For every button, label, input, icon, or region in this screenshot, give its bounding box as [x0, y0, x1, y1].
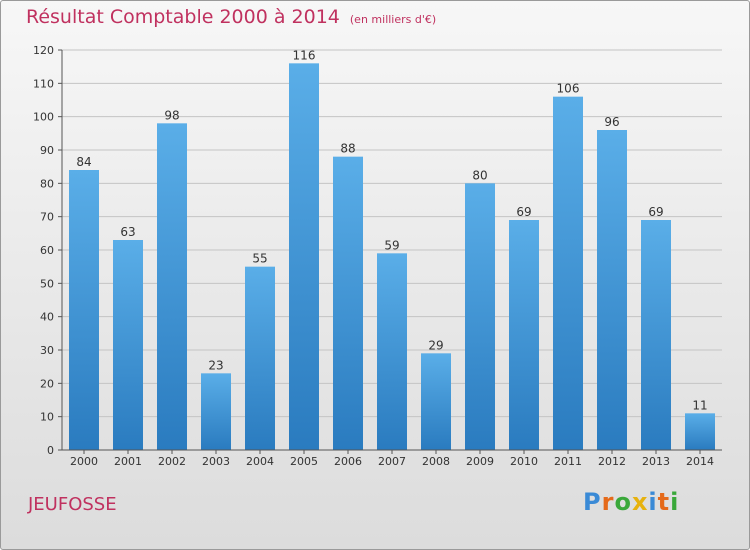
logo-letter: i — [670, 488, 680, 516]
logo-letter: x — [631, 488, 649, 516]
bar-value-label: 96 — [604, 115, 619, 129]
x-tick-label: 2000 — [70, 455, 98, 468]
bar-value-label: 29 — [428, 338, 443, 352]
x-tick-label: 2008 — [422, 455, 450, 468]
x-tick-label: 2001 — [114, 455, 142, 468]
logo-letter: P — [583, 488, 602, 516]
bar-2003 — [201, 373, 231, 450]
x-tick-label: 2003 — [202, 455, 230, 468]
x-tick-label: 2005 — [290, 455, 318, 468]
bar-2013 — [641, 220, 671, 450]
bar-2011 — [553, 96, 583, 451]
y-tick-label: 120 — [33, 44, 54, 57]
bar-value-label: 59 — [384, 238, 399, 252]
bar-2004 — [245, 266, 275, 450]
axes: 0 10 20 30 40 50 60 70 80 90 100 110 120 2000 2001 2002… — [33, 44, 722, 468]
bar-2001 — [113, 240, 143, 450]
x-tick-label: 2012 — [598, 455, 626, 468]
y-tick-label: 50 — [40, 277, 54, 290]
y-tick-label: 60 — [40, 244, 54, 257]
bar-value-label: 88 — [340, 142, 355, 156]
commune-name: JEUFOSSE — [28, 494, 117, 515]
x-tick-label: 2013 — [642, 455, 670, 468]
y-tick-label: 110 — [33, 77, 54, 90]
bars: 84 63 98 23 55 116 88 59 29 80 69 106 96 69 11 — [69, 48, 715, 451]
bar-value-label: 69 — [648, 205, 663, 219]
bar-value-label: 80 — [472, 168, 487, 182]
bar-2007 — [377, 253, 407, 450]
y-tick-label: 0 — [47, 444, 54, 457]
bar-2008 — [421, 353, 451, 450]
logo-letter: o — [614, 488, 632, 516]
bar-2014 — [685, 413, 715, 450]
y-tick-label: 80 — [40, 177, 54, 190]
bar-value-label: 84 — [76, 155, 91, 169]
y-tick-label: 20 — [40, 377, 54, 390]
bar-value-label: 63 — [120, 225, 135, 239]
y-tick-label: 30 — [40, 344, 54, 357]
bar-2009 — [465, 183, 495, 451]
x-tick-label: 2010 — [510, 455, 538, 468]
bar-value-label: 11 — [692, 398, 707, 412]
bar-2012 — [597, 130, 627, 450]
x-tick-label: 2004 — [246, 455, 274, 468]
bar-2006 — [333, 156, 363, 450]
y-tick-label: 70 — [40, 211, 54, 224]
bar-2000 — [69, 170, 99, 450]
chart-title: Résultat Comptable 2000 à 2014 (en millie… — [26, 6, 436, 28]
bar-value-label: 116 — [293, 48, 316, 62]
logo-letter: i — [648, 488, 658, 516]
bar-2005 — [289, 63, 319, 450]
logo-letter: t — [657, 488, 671, 516]
x-tick-label: 2002 — [158, 455, 186, 468]
bar-value-label: 98 — [164, 108, 179, 122]
bar-2010 — [509, 220, 539, 450]
bar-value-label: 55 — [252, 252, 267, 266]
logo-letter: r — [601, 488, 615, 516]
x-tick-label: 2006 — [334, 455, 362, 468]
y-tick-label: 10 — [40, 411, 54, 424]
bar-value-label: 23 — [208, 358, 223, 372]
proxiti-logo: Proxiti — [583, 488, 679, 516]
bar-value-label: 106 — [557, 82, 580, 96]
y-tick-label: 90 — [40, 144, 54, 157]
y-tick-label: 40 — [40, 311, 54, 324]
x-tick-label: 2014 — [686, 455, 714, 468]
x-tick-label: 2011 — [554, 455, 582, 468]
bar-2002 — [157, 123, 187, 450]
y-tick-label: 100 — [33, 111, 54, 124]
x-tick-label: 2009 — [466, 455, 494, 468]
x-tick-label: 2007 — [378, 455, 406, 468]
chart-unit-subtitle: (en milliers d'€) — [349, 13, 437, 26]
bar-value-label: 69 — [516, 205, 531, 219]
chart-title-text: Résultat Comptable 2000 à 2014 — [26, 6, 340, 28]
